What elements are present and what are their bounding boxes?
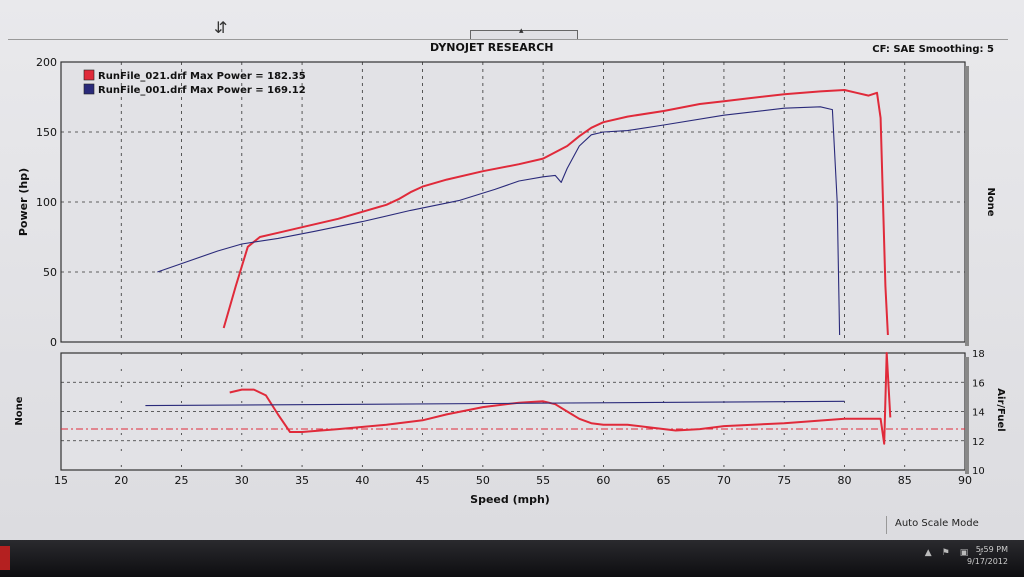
x-tick-label: 40 (355, 474, 369, 487)
top-y-axis-title: Power (hp) (17, 168, 30, 236)
legend-entry: RunFile_021.drf Max Power = 182.35 (98, 71, 306, 82)
x-tick-label: 80 (837, 474, 851, 487)
bottom-y-tick-label: 12 (972, 437, 985, 448)
taskbar-clock[interactable]: 5:59 PM 9/17/2012 (967, 544, 1008, 568)
x-tick-label: 65 (657, 474, 671, 487)
top-y-tick-label: 0 (50, 336, 57, 349)
afr-series-run001 (145, 400, 845, 407)
axis-labels-group: 15 20 25 30 35 40 45 50 55 60 65 70 75 80 85 90 0 50 100 15… (14, 56, 1006, 506)
legend-swatch (83, 83, 95, 95)
top-y-tick-label: 50 (43, 266, 57, 279)
x-tick-label: 60 (596, 474, 610, 487)
flag-icon[interactable]: ⚑ (941, 548, 950, 558)
system-tray[interactable]: ▲ ⚑ ▣ ♪ (925, 548, 984, 558)
x-axis-title: Speed (mph) (470, 493, 550, 506)
dyno-window: ⇵ ▴ DYNOJET RESEARCH CF: SAE Smoothing: … (0, 0, 1024, 540)
top-y-tick-label: 150 (36, 126, 57, 139)
bottom-y-tick-label: 14 (972, 408, 985, 419)
x-tick-label: 90 (958, 474, 972, 487)
power-series-run001 (157, 106, 841, 336)
top-y-tick-label: 100 (36, 196, 57, 209)
top-plot-frame (60, 61, 966, 343)
x-tick-label: 85 (898, 474, 912, 487)
legend[interactable]: RunFile_021.drf Max Power = 182.35 RunFil… (83, 69, 306, 96)
bottom-plot-shadow (965, 357, 969, 474)
chart-header-title: DYNOJET RESEARCH (430, 41, 554, 54)
clock-date: 9/17/2012 (966, 557, 1008, 566)
afr-series-run021 (229, 352, 892, 445)
taskbar: ▲ ⚑ ▣ ♪ 5:59 PM 9/17/2012 (0, 540, 1024, 577)
header-divider (8, 39, 1008, 40)
volume-icon[interactable]: ♪ (978, 548, 984, 558)
x-tick-label: 70 (717, 474, 731, 487)
x-tick-label: 75 (777, 474, 791, 487)
x-tick-label: 35 (295, 474, 309, 487)
clock-time: 5:59 PM (975, 545, 1008, 554)
legend-entry: RunFile_001.drf Max Power = 169.12 (98, 85, 306, 96)
bottom-series-group (145, 352, 892, 445)
bottom-right-axis-title: Air/Fuel (995, 388, 1006, 431)
bottom-y-tick-label: 16 (972, 378, 985, 389)
legend-swatch (83, 69, 95, 81)
bottom-y-tick-label: 18 (972, 349, 985, 360)
x-tick-label: 15 (54, 474, 68, 487)
top-plot-shadow (965, 66, 969, 346)
start-button[interactable] (0, 546, 10, 570)
x-tick-label: 50 (476, 474, 490, 487)
top-series-group (157, 89, 889, 336)
dyno-chart: 15 20 25 30 35 40 45 50 55 60 65 70 75 80 85 90 0 50 100 15… (14, 56, 1006, 506)
top-y-tick-label: 200 (36, 56, 57, 69)
top-right-axis-title: None (985, 187, 996, 216)
monitor-icon[interactable]: ▣ (959, 548, 969, 558)
power-series-run021 (222, 89, 889, 336)
tray-up-arrow-icon[interactable]: ▲ (924, 548, 932, 558)
panel-tab-handle[interactable]: ▴ (470, 26, 578, 39)
x-tick-label: 30 (235, 474, 249, 487)
x-tick-label: 25 (175, 474, 189, 487)
bottom-y-tick-label: 10 (972, 466, 985, 477)
x-tick-label: 20 (114, 474, 128, 487)
bottom-grid (61, 353, 965, 470)
correction-factor-label: CF: SAE Smoothing: 5 (872, 44, 994, 55)
x-tick-label: 55 (536, 474, 550, 487)
x-tick-label: 45 (416, 474, 430, 487)
autoscale-status[interactable]: Auto Scale Mode (886, 516, 1006, 534)
bottom-y-axis-title: None (14, 396, 25, 425)
top-grid (61, 62, 965, 342)
splitter-icon[interactable]: ⇵ (214, 18, 228, 37)
